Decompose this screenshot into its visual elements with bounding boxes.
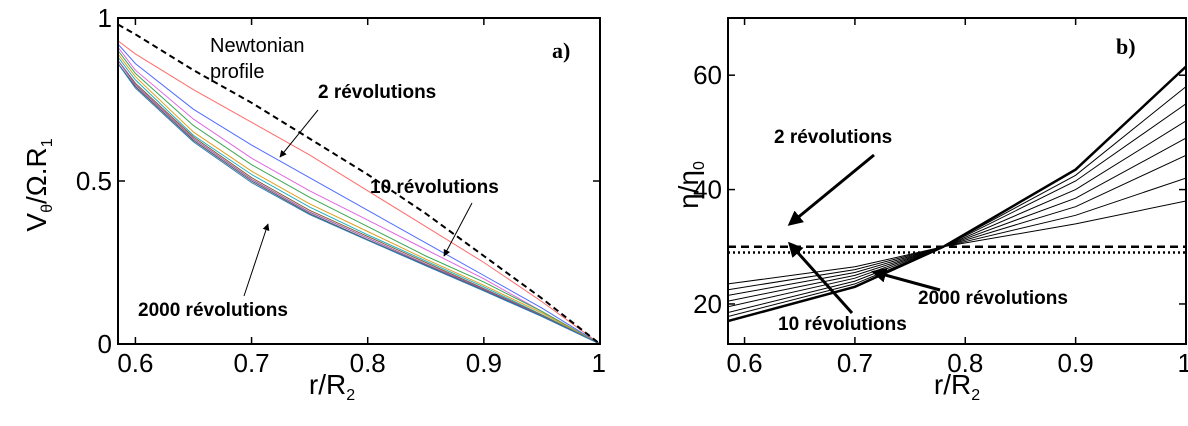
series-line-b-2 xyxy=(728,177,1186,291)
annotation-b-10-revolutions-arrow xyxy=(787,241,854,315)
y-tick-label-a-2: 0.5 xyxy=(76,166,112,196)
series-line-a-5 xyxy=(118,53,600,344)
series-line-a-8 xyxy=(118,60,600,344)
panel-a-label: a) xyxy=(552,38,570,63)
panel-b-plot-area xyxy=(728,65,1186,323)
x-tick-label-a-2: 0.7 xyxy=(233,348,269,378)
panel-b-label: b) xyxy=(1116,34,1136,59)
series-line-a-2 xyxy=(118,43,600,344)
x-tick-label-a-5: 1 xyxy=(592,348,606,378)
y-tick-label-b-3: 60 xyxy=(693,60,722,90)
x-tick-label-b-4: 0.9 xyxy=(1058,348,1094,378)
annotation-a-10-revolutions: 10 révolutions xyxy=(370,177,499,198)
y-tick-label-b-1: 20 xyxy=(693,289,722,319)
panel-b-x-tick-labels: 0.6 0.7 0.8 0.9 1 xyxy=(726,348,1188,378)
panel-a-x-axis-label: r/R2 xyxy=(309,369,355,404)
x-tick-label-a-1: 0.6 xyxy=(117,348,153,378)
panel-a-axes-box xyxy=(117,17,601,345)
y-tick-label-a-1: 0 xyxy=(98,329,112,359)
panel-a-y-axis-label: Vθ/Ω.R1 xyxy=(21,138,56,231)
panel-b-axes-box xyxy=(727,17,1187,345)
series-line-a-6 xyxy=(118,56,600,344)
x-tick-label-b-2: 0.7 xyxy=(837,348,873,378)
panel-a: 0.6 0.7 0.8 0.9 1 00.51 a) Newtonian profile… xyxy=(21,3,606,404)
x-tick-label-a-3: 0.8 xyxy=(350,348,386,378)
annotation-b-2-revolutions: 2 révolutions xyxy=(774,127,892,148)
panel-a-ticks xyxy=(118,17,601,345)
y-tick-label-b-2: 40 xyxy=(693,175,722,205)
newtonian-label-line2: profile xyxy=(210,61,264,83)
annotation-a-10-revolutions-arrow xyxy=(443,202,473,257)
y-tick-label-a-3: 1 xyxy=(98,3,112,33)
panel-b-ticks xyxy=(728,18,1187,344)
series-line-a-3 xyxy=(118,46,600,344)
series-line-a-4 xyxy=(118,50,600,344)
panel-b-y-tick-labels: 20 40 60 xyxy=(693,60,722,319)
panel-a-x-tick-labels: 0.6 0.7 0.8 0.9 1 xyxy=(117,348,606,378)
series-line-a-10 xyxy=(118,63,600,344)
x-tick-label-b-1: 0.6 xyxy=(726,348,762,378)
panel-a-plot-area xyxy=(118,23,600,344)
series-line-a-1 xyxy=(118,40,600,344)
annotation-a-2000-revolutions: 2000 révolutions xyxy=(138,300,288,321)
annotation-a-2000-revolutions-arrow xyxy=(243,223,270,297)
newtonian-label-line1: Newtonian xyxy=(210,35,305,57)
panel-b-y-axis-label: η/η0 xyxy=(673,161,708,209)
annotation-b-2000-revolutions: 2000 révolutions xyxy=(918,288,1068,309)
x-tick-label-b-5: 1 xyxy=(1178,348,1188,378)
x-tick-label-b-3: 0.8 xyxy=(947,348,983,378)
annotation-b-10-revolutions: 10 révolutions xyxy=(778,314,907,335)
annotation-a-2-revolutions-arrow xyxy=(279,109,319,158)
annotation-b-2-revolutions-arrow xyxy=(787,153,875,226)
series-line-a-7 xyxy=(118,60,600,344)
panel-b: 0.6 0.7 0.8 0.9 1 20 40 60 b) 2 révolutions 20… xyxy=(673,17,1188,404)
annotation-a-2-revolutions: 2 révolutions xyxy=(318,82,436,103)
newtonian-profile-line xyxy=(118,23,600,344)
x-tick-label-a-4: 0.9 xyxy=(466,348,502,378)
panel-b-x-axis-label: r/R2 xyxy=(934,369,980,404)
annotation-b-2000-revolutions-arrow xyxy=(871,267,941,292)
panel-a-y-tick-labels: 00.51 xyxy=(76,3,112,359)
